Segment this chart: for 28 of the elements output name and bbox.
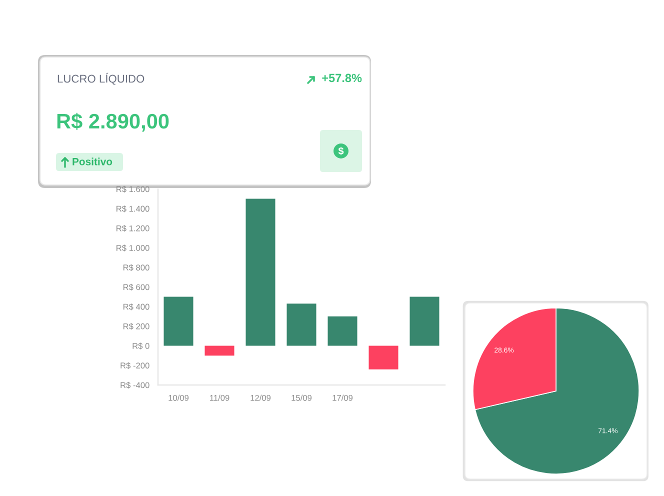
y-tick-label: R$ 0 bbox=[132, 342, 150, 350]
y-tick-label: R$ 600 bbox=[123, 284, 150, 291]
text: LUCRO LÍQUIDO bbox=[58, 72, 144, 85]
bar bbox=[410, 296, 440, 346]
bar bbox=[246, 198, 276, 346]
bar bbox=[328, 316, 358, 346]
x-tick-label: 12/09 bbox=[250, 394, 271, 401]
y-tick-label: R$ -200 bbox=[120, 362, 150, 369]
bar bbox=[286, 304, 316, 346]
y-tick-label: R$ 1.400 bbox=[116, 205, 150, 212]
text: R$ 2.890,00 bbox=[57, 112, 169, 132]
y-tick-label: R$ 1.600 bbox=[116, 186, 150, 193]
x-tick-label: 15/09 bbox=[292, 394, 312, 401]
y-tick-label: R$ 1.000 bbox=[116, 244, 150, 252]
x-tick-label: 11/09 bbox=[210, 394, 230, 401]
x-tick-label: 17/09 bbox=[332, 394, 353, 401]
y-tick-label: R$ 400 bbox=[123, 303, 150, 310]
y-tick-label: R$ 200 bbox=[123, 323, 150, 330]
text: +57.8% bbox=[322, 74, 362, 82]
bar bbox=[164, 296, 194, 346]
y-tick-label: R$ 1.200 bbox=[116, 225, 150, 232]
pie-slice bbox=[474, 308, 640, 474]
y-tick-label: R$ -400 bbox=[120, 382, 150, 389]
bar bbox=[204, 346, 234, 356]
x-tick-label: 10/09 bbox=[168, 394, 189, 401]
y-tick-label: R$ 800 bbox=[123, 264, 150, 271]
text: Positivo bbox=[72, 158, 112, 166]
bar bbox=[368, 346, 398, 370]
